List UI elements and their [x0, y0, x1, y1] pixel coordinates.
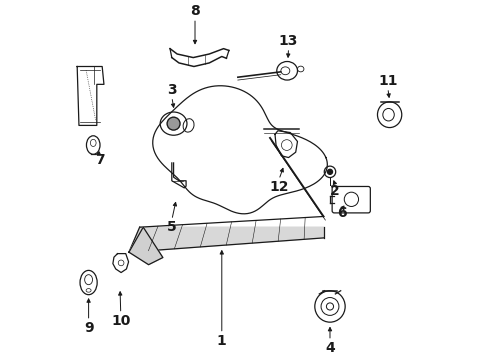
Text: 8: 8 [190, 4, 200, 18]
Polygon shape [129, 227, 163, 265]
Text: 9: 9 [84, 321, 94, 335]
Circle shape [167, 117, 180, 130]
Text: 5: 5 [167, 220, 177, 234]
Circle shape [327, 169, 333, 174]
Text: 12: 12 [269, 180, 289, 194]
Text: 10: 10 [111, 314, 130, 328]
Polygon shape [129, 227, 323, 252]
Text: 11: 11 [378, 74, 397, 88]
Text: 4: 4 [325, 341, 335, 355]
Text: 3: 3 [167, 83, 176, 97]
Text: 13: 13 [279, 34, 298, 48]
Text: 6: 6 [337, 206, 347, 220]
Text: 1: 1 [217, 334, 227, 348]
Text: 7: 7 [96, 153, 105, 167]
Text: 2: 2 [330, 184, 340, 198]
